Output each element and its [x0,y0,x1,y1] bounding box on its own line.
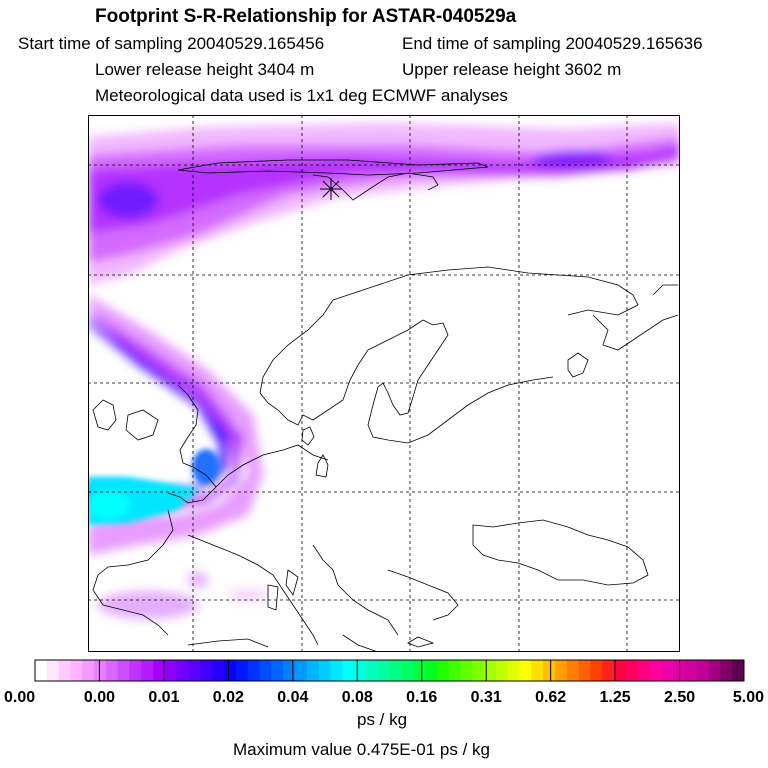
colorbar-cell [602,660,615,681]
colorbar-cell [519,660,532,681]
colorbar-cell [696,660,710,681]
colorbar-unit: ps / kg [357,710,408,729]
colorbar-cell [200,660,213,681]
colorbar-label: 0.02 [213,689,244,706]
colorbar-cell [283,660,296,681]
release-site-marker [320,178,342,200]
colorbar: 0.00 0.00 0.01 0.02 0.04 0.08 0.16 0.31 0.62 1.25… [4,659,764,706]
colorbar-cell [413,660,426,681]
colorbar-cell [354,660,367,681]
colorbar-cells [35,660,745,681]
colorbar-label: 0.01 [148,689,179,706]
colorbar-label: 0.08 [342,689,373,706]
footprint-map [88,115,680,652]
colorbar-cell [164,660,178,681]
colorbar-cell [294,660,308,681]
colorbar-cell [424,660,438,681]
colorbar-cell [259,660,272,681]
colorbar-cell [578,660,591,681]
met-data-label: Meteorological data used is 1x1 deg ECMW… [95,86,508,105]
colorbar-cell [176,660,190,681]
colorbar-label: 2.50 [664,689,695,706]
colorbar-label: 0.00 [4,689,35,706]
colorbar-label: 0.62 [535,689,566,706]
colorbar-cell [235,660,249,681]
colorbar-cell [389,660,402,681]
colorbar-cell [271,660,284,681]
plot-title: Footprint S-R-Relationship for ASTAR-040… [95,6,517,27]
colorbar-cell [436,660,450,681]
upper-height-label: Upper release height 3602 m [402,60,622,79]
colorbar-cell [70,660,83,681]
colorbar-cell [637,660,650,681]
colorbar-cell [495,660,509,681]
colorbar-cell [247,660,261,681]
colorbar-cell [590,660,603,681]
coastlines [92,159,679,652]
colorbar-cell [82,660,95,681]
colorbar-cell [318,660,331,681]
colorbar-label: 0.00 [84,689,115,706]
start-time-label: Start time of sampling 20040529.165456 [18,34,325,53]
footprint-field [88,123,680,619]
colorbar-cell [472,660,485,681]
colorbar-cell [212,660,225,681]
colorbar-cell [188,660,201,681]
colorbar-cell [330,660,343,681]
colorbar-cell [684,660,698,681]
colorbar-cell [377,660,390,681]
colorbar-cell [708,660,721,681]
colorbar-cell [35,660,48,681]
colorbar-cell [661,660,674,681]
colorbar-cell [531,660,544,681]
lower-height-label: Lower release height 3404 m [95,60,315,79]
colorbar-cell [141,660,154,681]
colorbar-cell [448,660,461,681]
colorbar-cell [507,660,520,681]
colorbar-cell [460,660,473,681]
end-time-label: End time of sampling 20040529.165636 [402,34,703,53]
colorbar-cell [306,660,320,681]
colorbar-cell [94,660,107,681]
colorbar-cell [129,660,142,681]
colorbar-label: 0.16 [406,689,437,706]
colorbar-label: 1.25 [600,689,631,706]
colorbar-label: 0.31 [471,689,502,706]
colorbar-cell [365,660,379,681]
colorbar-cell [732,660,745,681]
colorbar-cell [153,660,166,681]
colorbar-cell [625,660,639,681]
colorbar-cell [401,660,414,681]
maximum-value-label: Maximum value 0.475E-01 ps / kg [233,740,491,759]
colorbar-cell [46,660,60,681]
map-frame [88,115,680,652]
colorbar-cell [649,660,662,681]
graticule [88,115,680,652]
colorbar-cell [566,660,580,681]
colorbar-cell [614,660,627,681]
colorbar-cell [554,660,568,681]
colorbar-label: 0.04 [277,689,308,706]
colorbar-cell [543,660,556,681]
colorbar-cell [484,660,497,681]
colorbar-cell [720,660,733,681]
colorbar-label: 5.00 [733,689,764,706]
colorbar-labels: 0.00 0.00 0.01 0.02 0.04 0.08 0.16 0.31 0.62 1.25… [4,689,764,706]
colorbar-cell [342,660,355,681]
colorbar-cell [224,660,237,681]
colorbar-cell [117,660,131,681]
colorbar-cell [58,660,71,681]
colorbar-cell [105,660,119,681]
